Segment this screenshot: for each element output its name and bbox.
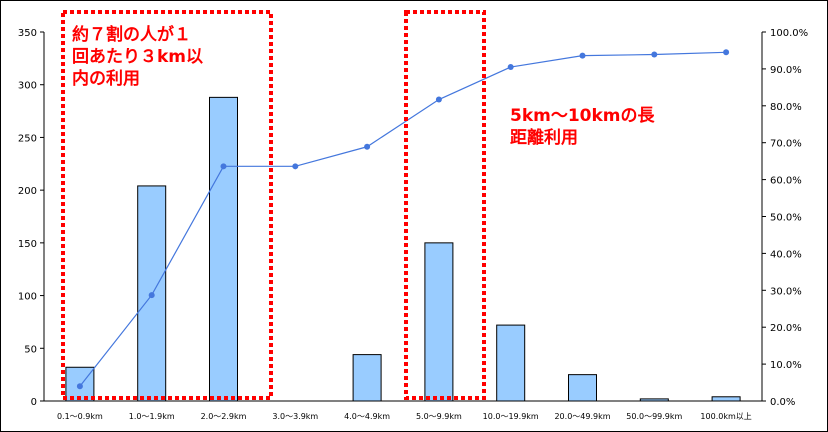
x-tick-label: 100.0km以上 xyxy=(700,412,751,421)
annotation-text: 回あたり３km以 xyxy=(72,47,203,67)
annotation-text: 内の利用 xyxy=(72,68,140,89)
x-tick-label: 10.0～19.9km xyxy=(483,412,539,421)
x-tick-label: 5.0～9.9km xyxy=(416,412,462,421)
left-tick-label: 0 xyxy=(31,397,37,408)
left-tick-label: 300 xyxy=(18,81,37,92)
right-tick-label: 10.0% xyxy=(770,360,802,371)
bar xyxy=(209,96,238,402)
cumulative-line xyxy=(79,51,727,387)
line-point xyxy=(364,143,371,150)
right-axis-ticks: 0.0% 10.0% 20.0% 30.0% 40.0% 50.0% 60.0% 70.0% 8… xyxy=(762,28,808,408)
line-point xyxy=(507,64,514,71)
x-tick-label: 20.0～49.9km xyxy=(554,412,610,421)
annotation-text: 約７割の人が１ xyxy=(72,24,191,45)
annotation-box xyxy=(61,10,273,400)
bar xyxy=(711,396,741,402)
right-tick-label: 60.0% xyxy=(770,176,802,187)
x-tick-label: 50.0～99.9km xyxy=(626,412,682,421)
right-tick-label: 50.0% xyxy=(770,213,802,224)
x-tick-label: 4.0～4.9km xyxy=(344,412,390,421)
bar xyxy=(568,374,597,402)
right-tick-label: 30.0% xyxy=(770,286,802,297)
right-tick-label: 70.0% xyxy=(770,139,802,150)
line-point xyxy=(76,383,83,390)
line-point xyxy=(651,51,658,58)
right-tick-label: 0.0% xyxy=(770,397,795,408)
x-axis-ticks: 0.1～0.9km 1.0～1.9km 2.0～2.9km 3.0～3.9km 4.0～… xyxy=(57,412,752,421)
left-tick-label: 350 xyxy=(18,28,37,39)
left-tick-label: 150 xyxy=(18,239,37,250)
bar xyxy=(65,366,95,402)
right-tick-label: 100.0% xyxy=(770,28,808,39)
right-tick-label: 90.0% xyxy=(770,65,802,76)
line-point xyxy=(220,163,227,170)
line-point xyxy=(435,96,442,103)
annotation-text: 5km～10kmの長 xyxy=(510,106,656,126)
x-tick-label: 2.0～2.9km xyxy=(201,412,247,421)
x-tick-label: 3.0～3.9km xyxy=(272,412,318,421)
annotation-box xyxy=(404,10,486,400)
annotation-text: 距離利用 xyxy=(510,127,578,148)
right-tick-label: 80.0% xyxy=(770,102,802,113)
bar xyxy=(352,354,382,402)
bar xyxy=(639,398,669,402)
line-point xyxy=(148,292,155,299)
line-point xyxy=(579,52,586,59)
right-tick-label: 40.0% xyxy=(770,249,802,260)
left-tick-label: 100 xyxy=(18,292,37,303)
bar xyxy=(424,242,454,402)
left-tick-label: 50 xyxy=(24,344,37,355)
bar-series xyxy=(65,96,741,402)
x-tick-label: 0.1～0.9km xyxy=(57,412,103,421)
left-tick-label: 250 xyxy=(18,133,37,144)
left-tick-label: 200 xyxy=(18,186,37,197)
bar xyxy=(496,324,526,402)
right-tick-label: 20.0% xyxy=(770,323,802,334)
left-axis-ticks: 0 50 100 150 200 250 300 350 xyxy=(18,28,44,408)
line-point xyxy=(292,163,299,170)
line-series xyxy=(76,49,730,390)
line-point xyxy=(723,49,730,56)
x-tick-label: 1.0～1.9km xyxy=(129,412,175,421)
